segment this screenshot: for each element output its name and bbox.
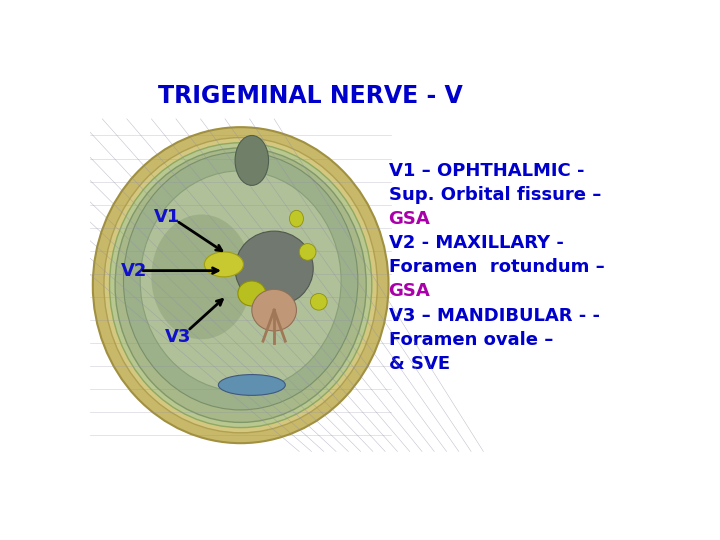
Text: V3: V3	[166, 328, 192, 346]
Text: Foramen  rotundum –: Foramen rotundum –	[389, 258, 604, 276]
Ellipse shape	[93, 127, 389, 443]
Ellipse shape	[300, 244, 316, 260]
Ellipse shape	[104, 138, 377, 433]
Ellipse shape	[124, 152, 358, 410]
Ellipse shape	[289, 211, 303, 227]
Text: V2 - MAXILLARY -: V2 - MAXILLARY -	[389, 234, 564, 252]
Ellipse shape	[310, 293, 327, 310]
Ellipse shape	[109, 143, 372, 428]
Ellipse shape	[151, 214, 252, 339]
Text: & SVE: & SVE	[389, 355, 450, 373]
Ellipse shape	[238, 281, 266, 306]
Ellipse shape	[115, 148, 366, 422]
Text: GSA: GSA	[389, 282, 431, 300]
Ellipse shape	[235, 231, 313, 306]
Ellipse shape	[218, 375, 285, 395]
Ellipse shape	[140, 171, 341, 391]
Text: V2: V2	[121, 261, 147, 280]
Ellipse shape	[235, 136, 269, 185]
Text: TRIGEMINAL NERVE - V: TRIGEMINAL NERVE - V	[158, 84, 463, 107]
Text: V1 – OPHTHALMIC -: V1 – OPHTHALMIC -	[389, 162, 584, 180]
Text: Foramen ovale –: Foramen ovale –	[389, 330, 559, 349]
Text: V1: V1	[154, 207, 181, 226]
Ellipse shape	[204, 252, 243, 277]
Text: GSA: GSA	[389, 210, 431, 228]
Text: V3 – MANDIBULAR - -: V3 – MANDIBULAR - -	[389, 307, 600, 325]
Text: Sup. Orbital fissure –: Sup. Orbital fissure –	[389, 186, 601, 204]
Ellipse shape	[252, 289, 297, 331]
